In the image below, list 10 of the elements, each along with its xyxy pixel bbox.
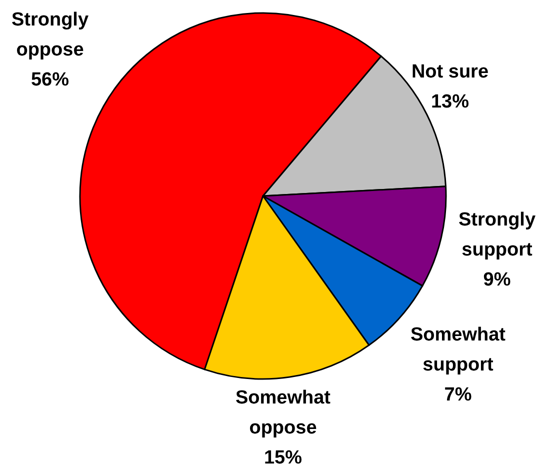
data-label: 9% [483, 270, 511, 290]
data-label: 13% [430, 92, 470, 112]
slice-label: Not sure [411, 62, 489, 82]
slice-label: Strongly support [458, 210, 536, 260]
data-label: 15% [264, 448, 302, 468]
slice-label: Somewhat support [410, 324, 506, 376]
slice-label: Strongly oppose [11, 10, 89, 60]
data-label: 56% [30, 70, 70, 90]
slice-label: Somewhat oppose [235, 388, 332, 438]
data-label: 7% [444, 384, 472, 406]
